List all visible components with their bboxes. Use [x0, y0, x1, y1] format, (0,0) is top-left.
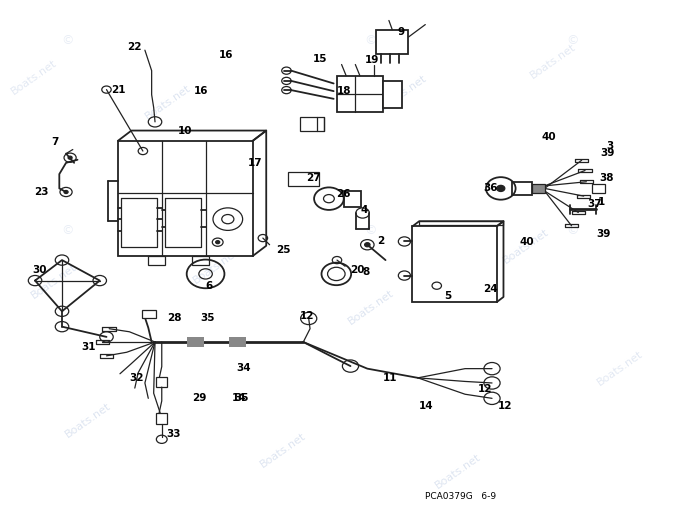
Text: 35: 35	[200, 313, 215, 324]
Text: 12: 12	[299, 311, 314, 322]
Text: 21: 21	[111, 84, 125, 95]
Text: 36: 36	[483, 183, 498, 194]
Circle shape	[365, 243, 370, 247]
Text: ©: ©	[365, 224, 377, 237]
Text: 22: 22	[127, 42, 142, 52]
Bar	[512, 182, 532, 195]
Bar	[142, 310, 156, 318]
Text: 12: 12	[478, 384, 493, 394]
Text: Boats.net: Boats.net	[595, 349, 645, 388]
Text: 27: 27	[306, 173, 321, 183]
Text: 14: 14	[232, 393, 247, 403]
Text: 2: 2	[377, 236, 384, 246]
Text: ©: ©	[61, 34, 73, 48]
Text: Boats.net: Boats.net	[346, 288, 396, 327]
Text: 20: 20	[350, 265, 365, 275]
Text: 16: 16	[218, 50, 233, 60]
Text: 25: 25	[276, 245, 290, 255]
Text: 31: 31	[82, 342, 96, 352]
Text: 40: 40	[542, 132, 557, 142]
Text: 39: 39	[601, 147, 615, 158]
Bar	[376, 30, 408, 54]
Bar	[156, 377, 167, 387]
Text: 23: 23	[34, 187, 49, 197]
Bar	[344, 191, 361, 207]
Text: 34: 34	[237, 362, 251, 373]
Text: 17: 17	[247, 158, 262, 168]
Text: Boats.net: Boats.net	[144, 83, 193, 122]
Text: 35: 35	[234, 393, 249, 403]
Text: Boats.net: Boats.net	[379, 73, 429, 112]
Text: ©: ©	[567, 224, 579, 237]
Text: Boats.net: Boats.net	[63, 400, 113, 439]
Bar	[592, 184, 605, 193]
Bar	[148, 256, 165, 265]
Text: Boats.net: Boats.net	[191, 247, 241, 286]
Text: 18: 18	[336, 86, 351, 96]
Bar	[156, 413, 167, 424]
Text: 29: 29	[191, 393, 206, 403]
Text: 6: 6	[206, 281, 212, 291]
Text: 38: 38	[599, 173, 614, 183]
Bar	[412, 226, 497, 302]
Text: 26: 26	[336, 188, 351, 199]
Text: Boats.net: Boats.net	[258, 431, 308, 470]
Text: PCA0379G   6-9: PCA0379G 6-9	[425, 492, 496, 501]
Text: Boats.net: Boats.net	[501, 226, 551, 265]
Text: 12: 12	[498, 400, 513, 411]
Text: 37: 37	[587, 199, 602, 209]
Text: 7: 7	[52, 137, 59, 147]
Text: 4: 4	[361, 205, 367, 215]
Text: 10: 10	[178, 125, 193, 136]
Text: 33: 33	[166, 429, 181, 439]
Text: ©: ©	[567, 34, 579, 48]
Text: 9: 9	[398, 27, 404, 37]
Text: Boats.net: Boats.net	[9, 57, 59, 96]
Text: 39: 39	[596, 229, 611, 240]
Text: 32: 32	[129, 373, 144, 383]
Bar	[383, 81, 402, 108]
Text: 1: 1	[599, 197, 605, 207]
Text: Boats.net: Boats.net	[433, 452, 483, 490]
Text: 11: 11	[382, 373, 397, 383]
Circle shape	[216, 241, 220, 244]
Bar	[337, 76, 383, 112]
Text: 15: 15	[313, 54, 328, 64]
Bar	[300, 117, 324, 131]
Text: 14: 14	[419, 400, 433, 411]
Text: 40: 40	[520, 237, 534, 247]
Bar	[419, 221, 503, 225]
Text: ©: ©	[365, 34, 377, 48]
Text: ©: ©	[61, 224, 73, 237]
Circle shape	[497, 185, 505, 191]
Text: 30: 30	[32, 265, 47, 275]
Text: 3: 3	[607, 141, 613, 151]
Bar	[532, 184, 545, 193]
Text: Boats.net: Boats.net	[528, 42, 578, 81]
Text: 16: 16	[193, 86, 208, 96]
Text: 8: 8	[363, 267, 369, 278]
Bar	[288, 172, 319, 186]
Circle shape	[64, 190, 68, 194]
Text: 28: 28	[166, 313, 181, 324]
Bar	[118, 141, 253, 256]
Circle shape	[68, 156, 72, 159]
Text: Boats.net: Boats.net	[29, 262, 79, 301]
Text: 19: 19	[365, 55, 379, 66]
Text: 5: 5	[445, 291, 452, 301]
Bar	[192, 256, 209, 265]
Bar	[229, 337, 246, 347]
Bar	[187, 337, 204, 347]
Text: 24: 24	[483, 284, 498, 294]
